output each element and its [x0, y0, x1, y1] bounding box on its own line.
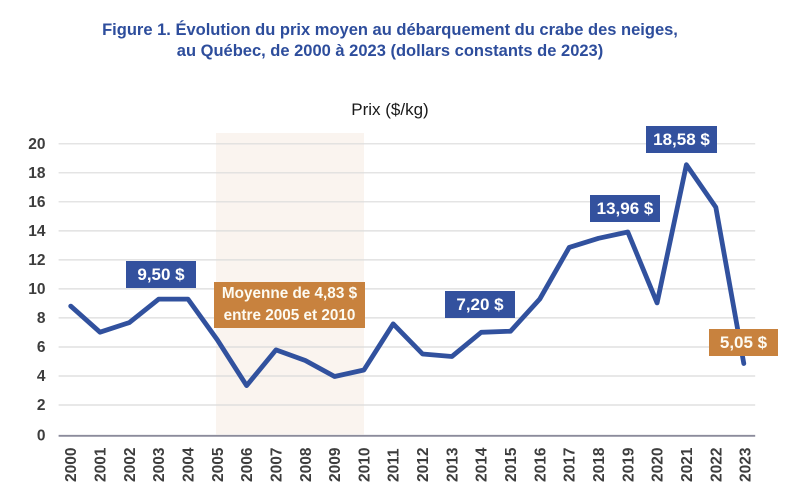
svg-text:2015: 2015 — [503, 447, 520, 482]
svg-text:2018: 2018 — [591, 447, 608, 482]
svg-text:20: 20 — [28, 136, 45, 153]
svg-text:2005: 2005 — [210, 447, 227, 482]
svg-text:18: 18 — [28, 165, 46, 182]
svg-text:8: 8 — [37, 310, 46, 327]
svg-text:2017: 2017 — [562, 448, 579, 482]
svg-text:2: 2 — [37, 397, 46, 414]
svg-text:14: 14 — [28, 223, 46, 240]
svg-text:2008: 2008 — [298, 447, 315, 482]
svg-text:2011: 2011 — [386, 448, 403, 482]
svg-text:2020: 2020 — [650, 448, 667, 482]
svg-text:2003: 2003 — [151, 447, 168, 482]
svg-text:2001: 2001 — [93, 447, 110, 482]
svg-text:2007: 2007 — [269, 448, 286, 482]
svg-text:0: 0 — [37, 428, 46, 445]
svg-text:2019: 2019 — [620, 447, 637, 482]
svg-text:2006: 2006 — [239, 447, 256, 482]
svg-text:2023: 2023 — [738, 447, 755, 482]
svg-text:2021: 2021 — [679, 447, 696, 482]
svg-text:2016: 2016 — [532, 447, 549, 482]
svg-text:2010: 2010 — [356, 448, 373, 482]
svg-text:2012: 2012 — [415, 448, 432, 482]
svg-text:4: 4 — [37, 368, 46, 385]
svg-text:2002: 2002 — [122, 448, 139, 482]
svg-text:2022: 2022 — [708, 448, 725, 482]
svg-text:10: 10 — [28, 281, 45, 298]
svg-text:2004: 2004 — [181, 447, 198, 482]
svg-text:16: 16 — [28, 194, 46, 211]
svg-text:12: 12 — [28, 252, 45, 269]
svg-text:2014: 2014 — [474, 447, 491, 482]
svg-text:2000: 2000 — [63, 448, 80, 482]
svg-text:2009: 2009 — [327, 447, 344, 482]
svg-text:2013: 2013 — [444, 447, 461, 482]
svg-text:6: 6 — [37, 339, 46, 356]
